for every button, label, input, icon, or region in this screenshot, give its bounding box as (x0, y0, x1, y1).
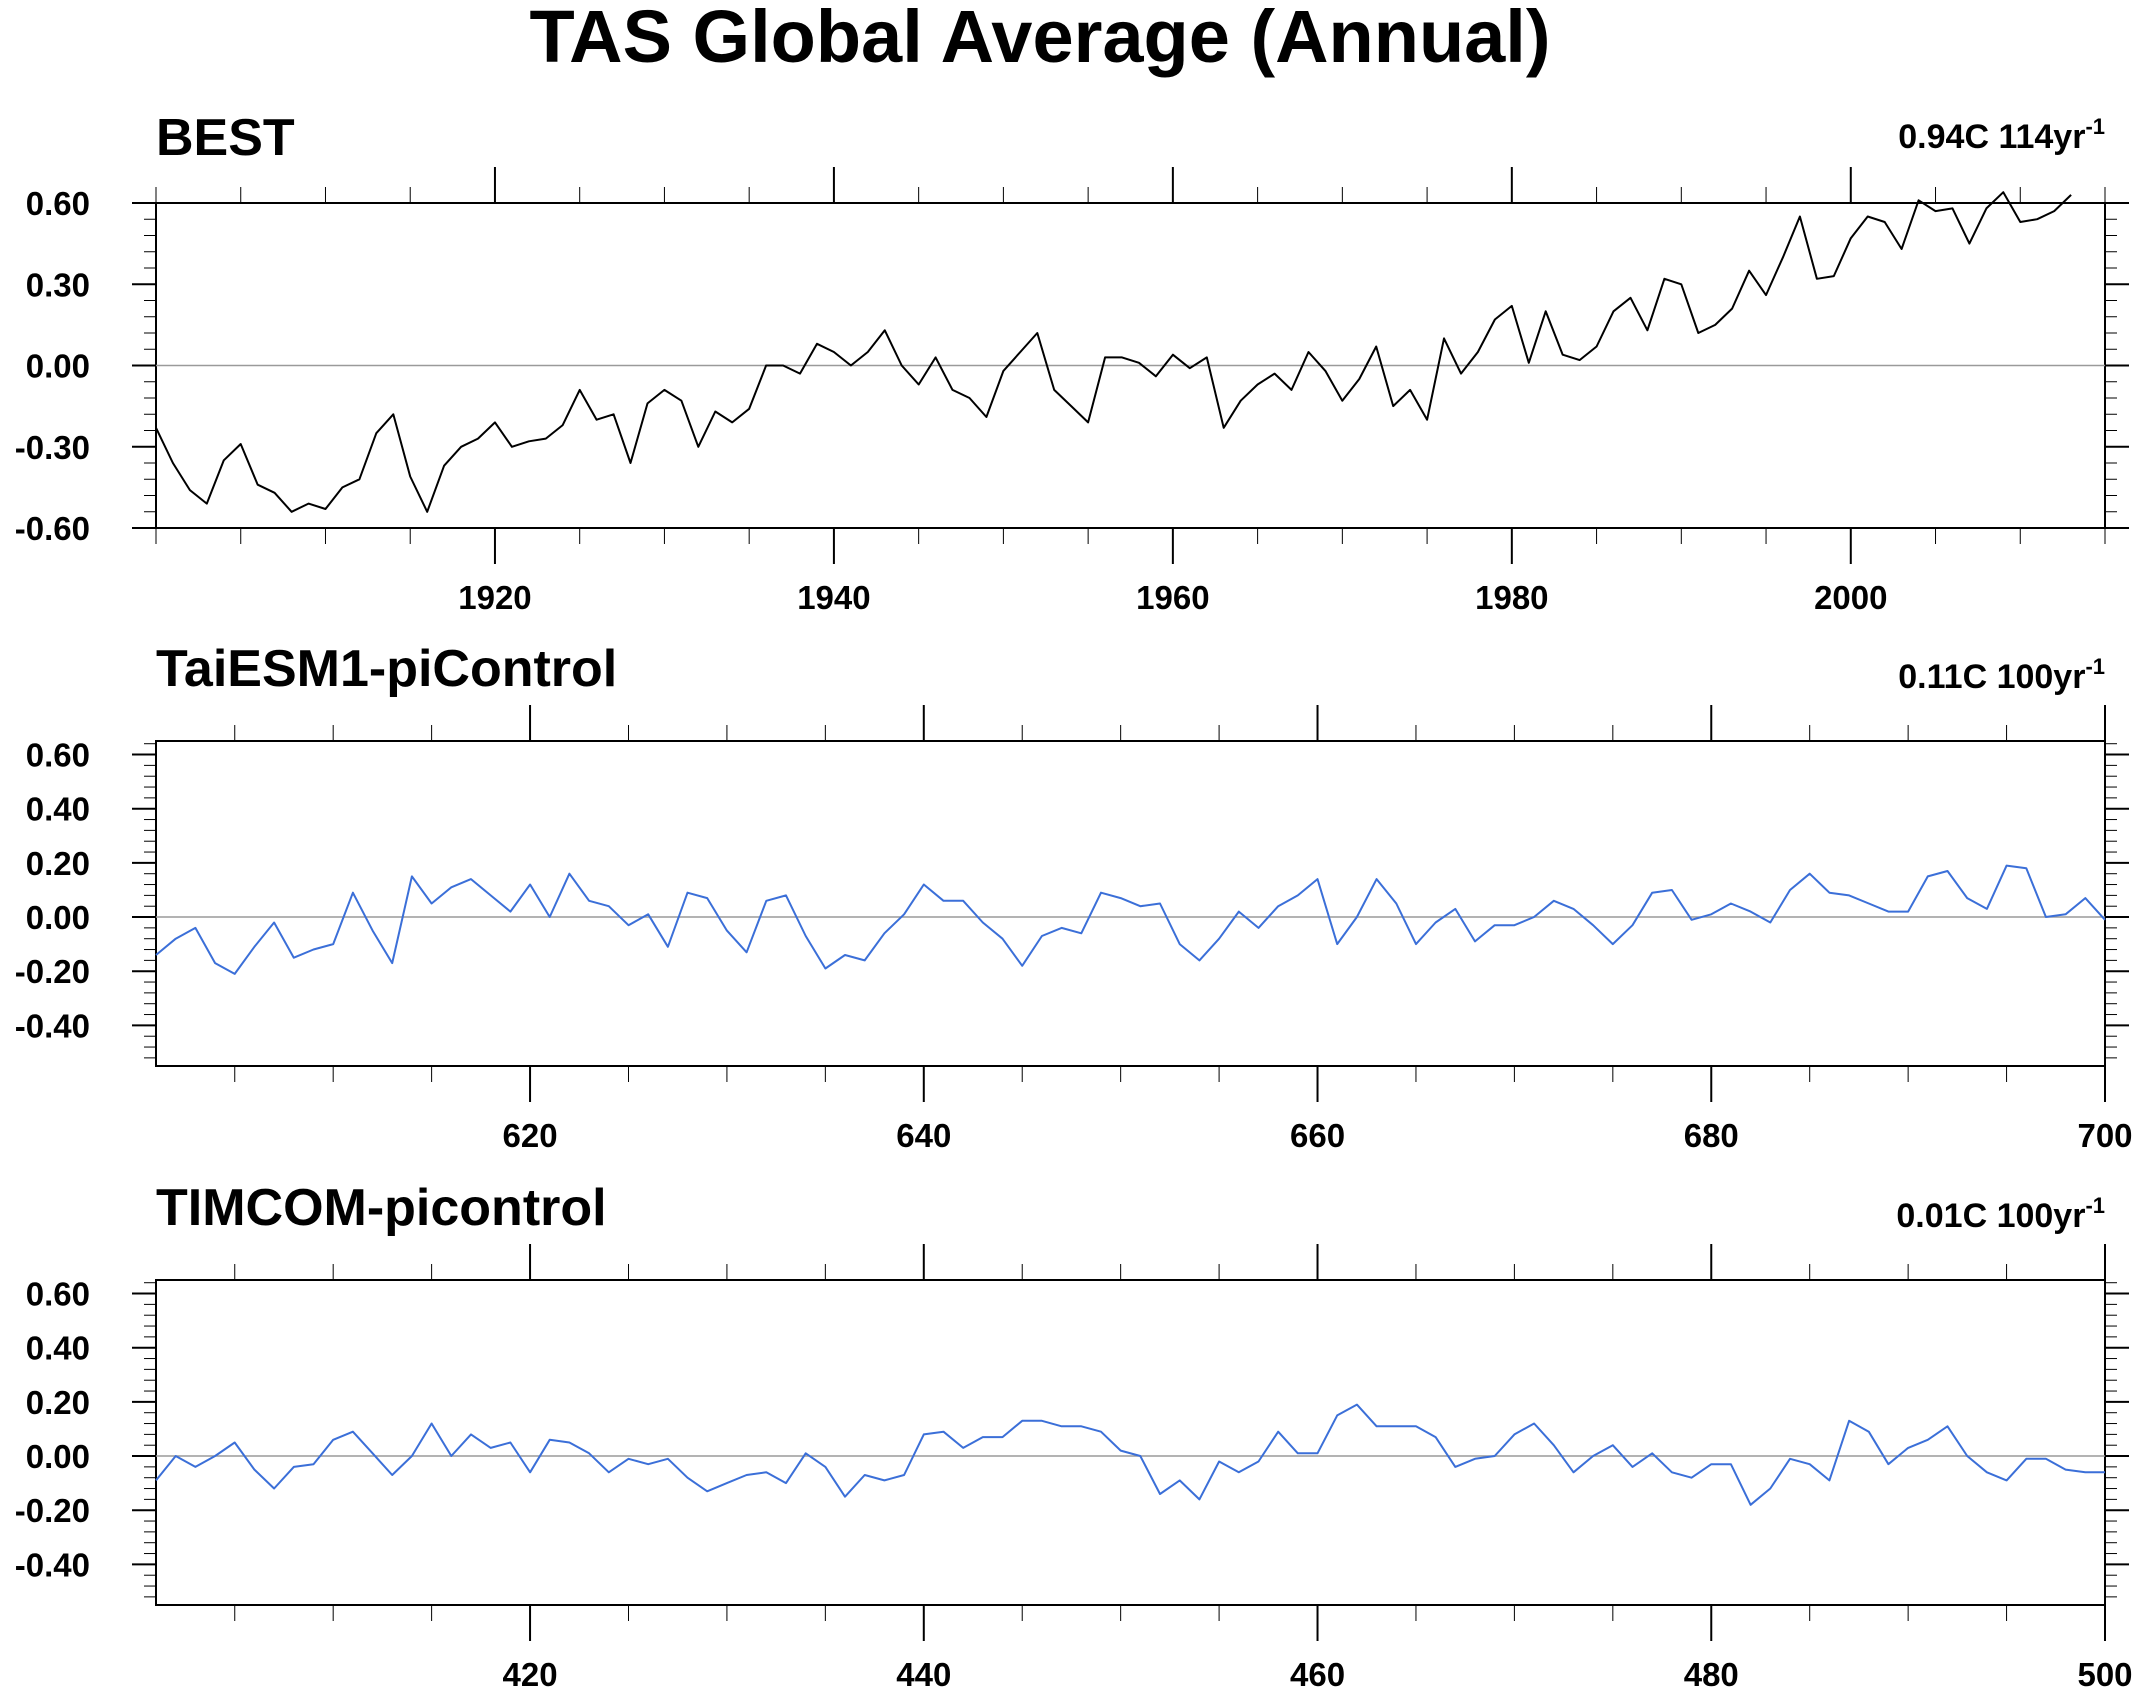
y-tick-label: -0.30 (15, 429, 90, 466)
y-tick-label: -0.40 (15, 1546, 90, 1583)
y-tick-label: 0.60 (26, 185, 90, 222)
panel-title: TIMCOM-picontrol (156, 1179, 607, 1237)
x-tick-label: 660 (1290, 1117, 1345, 1154)
y-tick-label: 0.20 (26, 1384, 90, 1421)
trend-label: 0.01C 100yr-1 (1896, 1193, 2105, 1235)
trend-value: 0.94C 114yr (1898, 118, 2085, 156)
y-tick-label: 0.20 (26, 845, 90, 882)
y-tick-label: -0.60 (15, 510, 90, 547)
y-tick-label: 0.00 (26, 1438, 90, 1475)
plot-frame (155, 740, 2106, 1067)
x-tick-label: 480 (1684, 1656, 1739, 1693)
y-tick-label: 0.00 (26, 348, 90, 385)
x-tick-label: 1960 (1136, 579, 1209, 616)
trend-label: 0.11C 100yr-1 (1898, 654, 2105, 696)
trend-label: 0.94C 114yr-1 (1898, 114, 2105, 156)
y-tick-label: 0.60 (26, 737, 90, 774)
y-tick-label: 0.40 (26, 791, 90, 828)
x-tick-label: 420 (503, 1656, 558, 1693)
x-tick-label: 640 (896, 1117, 951, 1154)
x-tick-label: 460 (1290, 1656, 1345, 1693)
figure-title: TAS Global Average (Annual) (529, 0, 1550, 78)
panel-taiesm1-picontrol: TaiESM1-piControl 0.11C 100yr-1 -0.40 -0.… (15, 640, 2133, 1154)
panel-timcom-picontrol: TIMCOM-picontrol 0.01C 100yr-1 -0.40 -0.2… (15, 1179, 2133, 1693)
x-tick-label: 680 (1684, 1117, 1739, 1154)
trend-value: 0.01C 100yr (1896, 1197, 2085, 1235)
series-line (155, 191, 2072, 513)
x-tick-label: 700 (2077, 1117, 2132, 1154)
panel-title: TaiESM1-piControl (156, 640, 617, 698)
panel-best: BEST 0.94C 114yr-1 -0.60 -0.30 0.00 0.30 0.6… (15, 109, 2129, 616)
x-tick-label: 620 (503, 1117, 558, 1154)
plot-frame (155, 1279, 2106, 1606)
trend-exponent: -1 (2085, 1193, 2105, 1218)
y-tick-label: -0.40 (15, 1007, 90, 1044)
panel-title: BEST (156, 109, 295, 167)
y-tick-label: -0.20 (15, 953, 90, 990)
x-tick-label: 1920 (458, 579, 531, 616)
trend-exponent: -1 (2085, 114, 2105, 139)
trend-exponent: -1 (2085, 654, 2105, 679)
y-tick-label: 0.60 (26, 1276, 90, 1313)
series-line (155, 1403, 2105, 1506)
series-line (155, 864, 2106, 975)
x-tick-label: 2000 (1814, 579, 1887, 616)
y-tick-label: 0.00 (26, 899, 90, 936)
y-tick-label: -0.20 (15, 1492, 90, 1529)
y-tick-label: 0.40 (26, 1330, 90, 1367)
x-tick-label: 500 (2077, 1656, 2132, 1693)
trend-value: 0.11C 100yr (1898, 658, 2085, 696)
x-tick-label: 1940 (797, 579, 870, 616)
y-tick-label: 0.30 (26, 266, 90, 303)
x-tick-label: 1980 (1475, 579, 1548, 616)
x-tick-label: 440 (896, 1656, 951, 1693)
